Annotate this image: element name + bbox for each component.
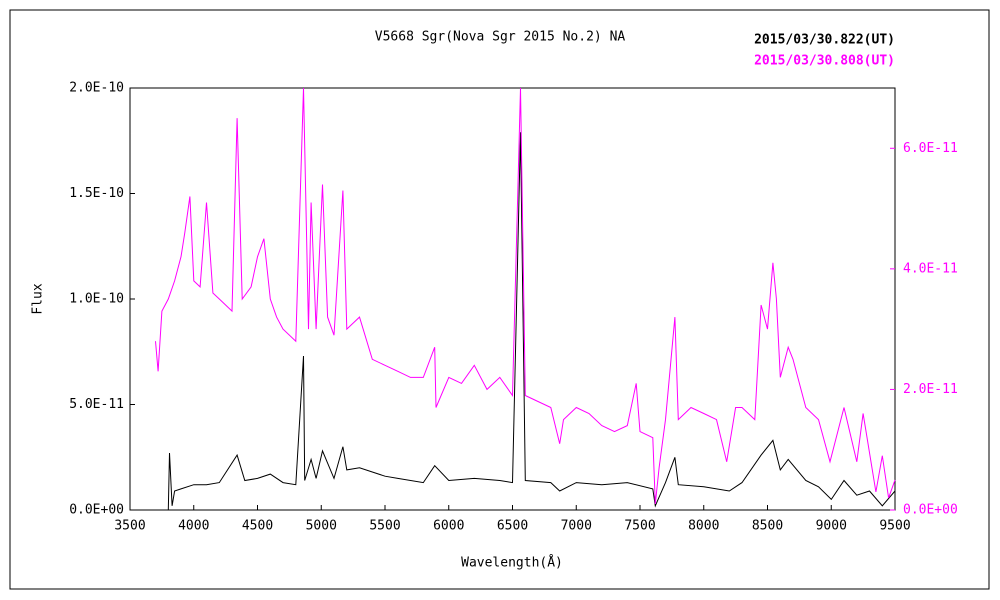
y2-tick-label: 0.0E+00 bbox=[903, 503, 958, 518]
x-tick-label: 7000 bbox=[561, 519, 592, 534]
y2-tick-label: 4.0E-11 bbox=[903, 261, 958, 276]
x-tick-label: 8500 bbox=[752, 519, 783, 534]
y-tick-label: 0.0E+00 bbox=[69, 503, 124, 518]
y-tick-label: 1.5E-10 bbox=[69, 186, 124, 201]
legend-entry: 2015/03/30.822(UT) bbox=[754, 33, 895, 48]
x-tick-label: 3500 bbox=[114, 519, 145, 534]
y-tick-label: 1.0E-10 bbox=[69, 292, 124, 307]
spectrum-line bbox=[167, 132, 896, 511]
y2-tick-label: 2.0E-11 bbox=[903, 382, 958, 397]
x-tick-label: 9500 bbox=[879, 519, 910, 534]
x-tick-label: 7500 bbox=[624, 519, 655, 534]
outer-frame bbox=[9, 9, 990, 590]
x-tick-label: 5000 bbox=[306, 519, 337, 534]
x-tick-label: 5500 bbox=[369, 519, 400, 534]
x-tick-label: 6000 bbox=[433, 519, 464, 534]
legend-entry: 2015/03/30.808(UT) bbox=[754, 54, 895, 69]
spectrum-line bbox=[155, 87, 896, 505]
y-tick-label: 5.0E-11 bbox=[69, 397, 124, 412]
y2-tick-label: 6.0E-11 bbox=[903, 141, 958, 156]
y-axis-label: Flux bbox=[31, 283, 46, 314]
x-tick-label: 4500 bbox=[242, 519, 273, 534]
chart-title: V5668 Sgr(Nova Sgr 2015 No.2) NA bbox=[375, 30, 626, 45]
x-tick-label: 8000 bbox=[688, 519, 719, 534]
x-axis-label: Wavelength(Å) bbox=[461, 555, 563, 571]
x-tick-label: 9000 bbox=[816, 519, 847, 534]
y-tick-label: 2.0E-10 bbox=[69, 81, 124, 96]
x-tick-label: 6500 bbox=[497, 519, 528, 534]
x-tick-label: 4000 bbox=[178, 519, 209, 534]
